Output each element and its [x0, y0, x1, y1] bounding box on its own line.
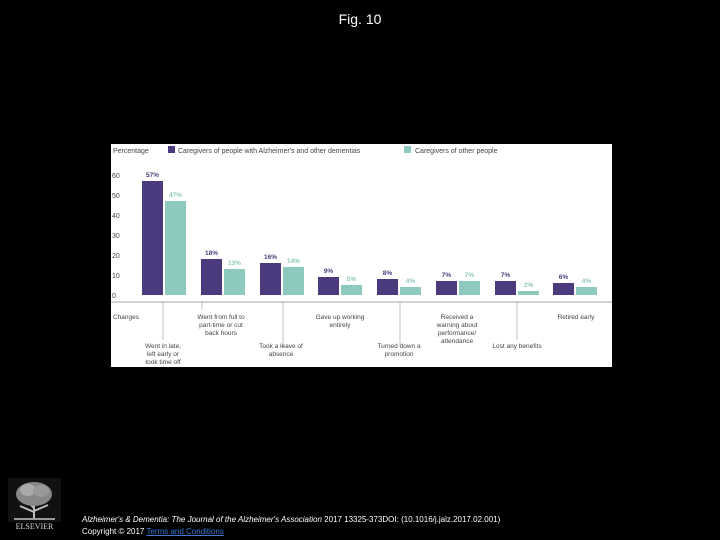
bar-2: [224, 269, 245, 295]
publisher-wordmark: ELSEVIER: [16, 522, 54, 530]
terms-link[interactable]: Terms and Conditions: [146, 527, 224, 536]
bar-2: [459, 281, 480, 295]
bar-1: [201, 259, 222, 295]
bar-chart: Percentage Caregivers of people with Alzh…: [111, 146, 612, 366]
copyright-line: Copyright © 2017 Terms and Conditions: [82, 526, 500, 538]
category-label: Went in late, left early or took time off: [145, 343, 181, 366]
bar-1: [142, 181, 163, 295]
y-tick-label: 0: [112, 293, 116, 300]
category-label: Changes: [113, 314, 140, 321]
category-label: Gave up working entirely: [316, 314, 365, 329]
data-label: 57%: [146, 172, 159, 179]
citation-details: 2017 13325-373DOI: (10.1016/j.jalz.2017.…: [321, 515, 501, 524]
data-label: 7%: [465, 272, 475, 279]
y-tick-label: 30: [112, 233, 120, 240]
category-label: Went from full to part-time or cut back ho…: [197, 314, 245, 337]
y-axis-title: Percentage: [113, 148, 149, 155]
citation-line: Alzheimer's & Dementia: The Journal of t…: [82, 514, 500, 526]
legend-swatch-series-1: [168, 146, 175, 153]
bar-1: [495, 281, 516, 295]
category-label: Took a leave of absence: [259, 343, 303, 358]
y-tick-label: 50: [112, 193, 120, 200]
bar-1: [553, 283, 574, 295]
y-tick-label: 10: [112, 273, 120, 280]
data-label: 13%: [228, 260, 241, 267]
journal-name: Alzheimer's & Dementia: The Journal of t…: [82, 515, 322, 524]
data-label: 7%: [442, 272, 452, 279]
bar-2: [283, 267, 304, 295]
footer: Alzheimer's & Dementia: The Journal of t…: [82, 514, 500, 538]
data-label: 47%: [169, 192, 182, 199]
bar-2: [518, 291, 539, 295]
chart-panel: Percentage Caregivers of people with Alzh…: [111, 144, 612, 367]
data-label: 4%: [582, 278, 592, 285]
category-label: Retired early: [558, 314, 596, 321]
bar-2: [341, 285, 362, 295]
data-label: 6%: [559, 274, 569, 281]
category-label: Received a warning about performance/atten…: [436, 314, 478, 345]
data-label: 9%: [324, 268, 334, 275]
bar-1: [260, 263, 281, 295]
data-label: 2%: [524, 282, 534, 289]
legend-label-series-2: Caregivers of other people: [415, 148, 498, 155]
data-label: 7%: [501, 272, 511, 279]
bar-2: [165, 201, 186, 295]
data-label: 18%: [205, 250, 218, 257]
figure-title: Fig. 10: [338, 11, 382, 27]
legend-label-series-1: Caregivers of people with Alzheimer's an…: [178, 148, 361, 155]
y-tick-label: 20: [112, 253, 120, 260]
data-label: 5%: [347, 276, 357, 283]
bar-2: [400, 287, 421, 295]
bar-1: [436, 281, 457, 295]
category-label: Lost any benefits: [492, 343, 542, 350]
data-label: 4%: [406, 278, 416, 285]
bar-1: [318, 277, 339, 295]
bar-2: [576, 287, 597, 295]
legend-swatch-series-2: [404, 146, 411, 153]
category-label: Turned down a promotion: [377, 343, 421, 358]
y-tick-label: 40: [112, 213, 120, 220]
data-label: 14%: [287, 258, 300, 265]
bar-1: [377, 279, 398, 295]
copyright-text: Copyright © 2017: [82, 527, 147, 536]
data-label: 16%: [264, 254, 277, 261]
data-label: 8%: [383, 270, 393, 277]
y-tick-label: 60: [112, 173, 120, 180]
elsevier-logo: ELSEVIER: [8, 478, 61, 530]
